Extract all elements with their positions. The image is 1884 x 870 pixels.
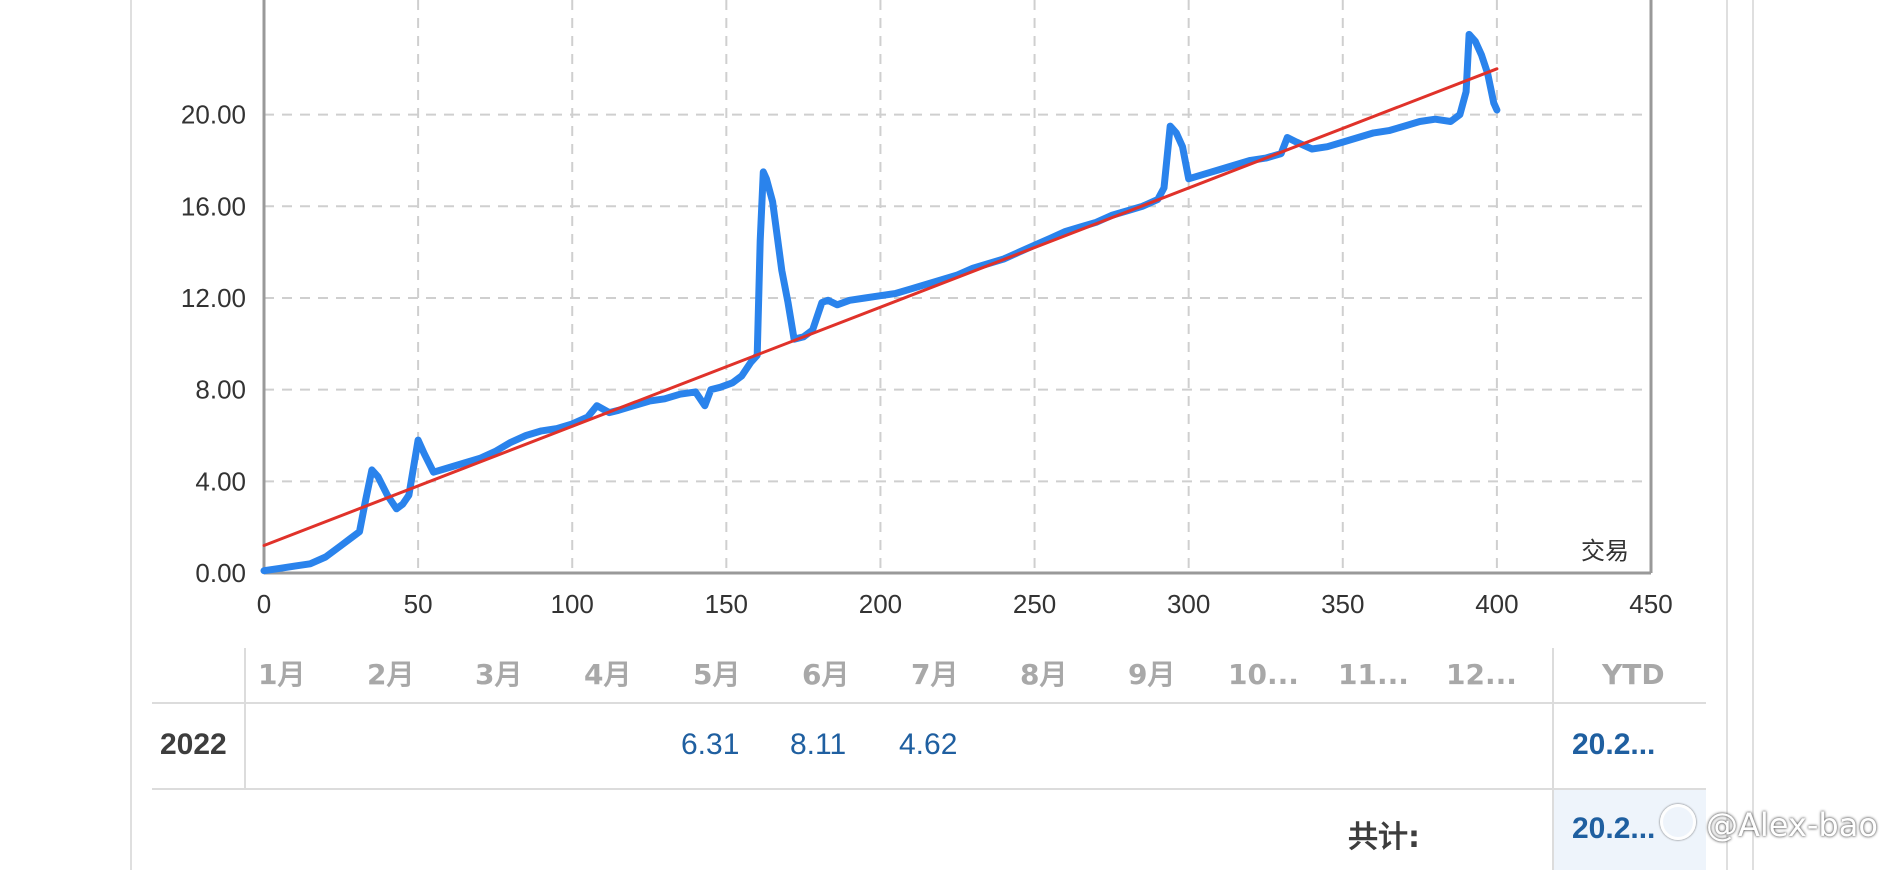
month-header: 3月 <box>475 658 523 691</box>
x-tick-label: 250 <box>1013 589 1056 619</box>
x-tick-label: 300 <box>1167 589 1210 619</box>
month-header: 10... <box>1228 658 1299 691</box>
jul-return: 4.62 <box>899 728 958 761</box>
month-header: 6月 <box>802 658 850 691</box>
table-divider <box>152 788 1706 790</box>
chart-svg: 0 50 100 150 200 250 300 350 400 450 0.00 4.00 8.00 1… <box>181 0 1673 619</box>
plot-area <box>264 0 1651 573</box>
month-header: 7月 <box>911 658 959 691</box>
monthly-returns-table: 1月 2月 3月 4月 5月 6月 7月 8月 9月 10... 11... 1… <box>152 648 1706 870</box>
table-divider <box>152 702 1706 704</box>
x-tick-label: 400 <box>1475 589 1518 619</box>
y-tick-label: 12.00 <box>181 283 246 313</box>
month-header: 5月 <box>693 658 741 691</box>
month-header: 2月 <box>367 658 415 691</box>
month-header: 11... <box>1338 658 1409 691</box>
page-border-left <box>130 0 132 870</box>
y-tick-label: 20.00 <box>181 100 246 130</box>
year-label: 2022 <box>160 728 227 761</box>
page-border-right-outer <box>1752 0 1754 870</box>
y-tick-label: 0.00 <box>195 558 246 588</box>
trend-line <box>262 67 1499 547</box>
month-header: 8月 <box>1020 658 1068 691</box>
x-tick-label: 0 <box>257 589 271 619</box>
y-tick-label: 16.00 <box>181 191 246 221</box>
month-header: 1月 <box>258 658 306 691</box>
x-tick-label: 50 <box>404 589 433 619</box>
watermark-text: @Alex-bao fu <box>1706 806 1884 844</box>
watermark-logo-icon <box>1660 804 1696 840</box>
total-label: 共计: <box>1348 820 1420 855</box>
watermark: @Alex-bao fu <box>1660 804 1884 844</box>
equity-chart: 0 50 100 150 200 250 300 350 400 450 0.00 4.00 8.00 1… <box>181 0 1673 619</box>
y-tick-label: 8.00 <box>195 375 246 405</box>
total-value: 20.2... <box>1572 812 1656 845</box>
x-tick-label: 100 <box>551 589 594 619</box>
ytd-value: 20.2... <box>1572 728 1656 761</box>
jun-return: 8.11 <box>790 728 847 761</box>
month-header: 4月 <box>584 658 632 691</box>
table-header-row: 1月 2月 3月 4月 5月 6月 7月 8月 9月 10... 11... 1… <box>152 648 1706 702</box>
month-header: 9月 <box>1128 658 1176 691</box>
x-tick-label: 450 <box>1629 589 1672 619</box>
ytd-column-divider <box>1552 648 1554 870</box>
page-border-right <box>1726 0 1728 870</box>
month-header: 12... <box>1446 658 1517 691</box>
may-return: 6.31 <box>681 728 740 761</box>
ytd-header: YTD <box>1602 658 1665 691</box>
year-column-divider <box>244 648 246 790</box>
y-tick-label: 4.00 <box>195 466 246 496</box>
x-axis-name: 交易 <box>1581 537 1629 565</box>
x-tick-label: 350 <box>1321 589 1364 619</box>
x-tick-label: 150 <box>705 589 748 619</box>
x-tick-label: 200 <box>859 589 902 619</box>
